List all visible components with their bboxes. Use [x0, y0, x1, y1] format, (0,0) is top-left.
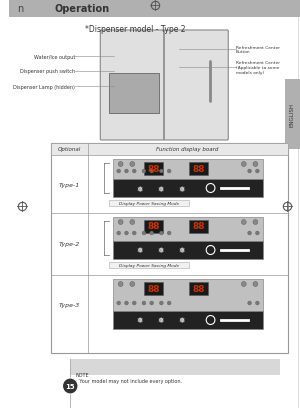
Circle shape [142, 170, 146, 173]
Circle shape [159, 231, 163, 235]
Circle shape [248, 231, 251, 235]
Text: ❅: ❅ [137, 184, 143, 193]
Circle shape [255, 231, 259, 235]
Text: Operation: Operation [54, 4, 110, 14]
FancyBboxPatch shape [100, 31, 228, 141]
Text: 15: 15 [65, 383, 75, 389]
Bar [286, 80, 300, 150]
Circle shape [118, 220, 123, 225]
Circle shape [130, 220, 135, 225]
Bar [113, 159, 263, 180]
Circle shape [248, 301, 251, 305]
Text: Type-2: Type-2 [59, 242, 80, 247]
Circle shape [130, 282, 135, 287]
Circle shape [117, 301, 121, 305]
Bar [70, 359, 280, 375]
Circle shape [117, 170, 121, 173]
Circle shape [159, 170, 163, 173]
Text: Display Power Saving Mode: Display Power Saving Mode [118, 263, 179, 267]
Text: ❅: ❅ [137, 246, 143, 255]
Circle shape [248, 170, 251, 173]
Bar [109, 74, 159, 114]
Bar [51, 144, 288, 156]
Text: NOTE
• Your model may not include every option.: NOTE • Your model may not include every … [75, 372, 182, 383]
Text: *Dispenser model - Type 2: *Dispenser model - Type 2 [85, 25, 185, 34]
Circle shape [253, 162, 258, 167]
Circle shape [167, 301, 171, 305]
Circle shape [62, 378, 78, 394]
Bar [144, 163, 163, 176]
Text: Refreshment Center
(Applicable to some
models only): Refreshment Center (Applicable to some m… [236, 61, 280, 74]
Text: ❅: ❅ [158, 184, 164, 193]
Text: Refreshment Center
Button: Refreshment Center Button [236, 45, 280, 54]
Bar [113, 311, 263, 329]
Circle shape [167, 170, 171, 173]
Circle shape [159, 301, 163, 305]
Circle shape [124, 231, 128, 235]
Circle shape [150, 301, 154, 305]
Circle shape [130, 162, 135, 167]
Text: 88: 88 [192, 222, 205, 231]
Text: 88: 88 [147, 284, 160, 293]
Circle shape [150, 170, 154, 173]
Circle shape [150, 231, 154, 235]
Circle shape [142, 301, 146, 305]
Text: Display Power Saving Mode: Display Power Saving Mode [118, 202, 179, 206]
Text: ❅: ❅ [179, 246, 185, 255]
Circle shape [242, 282, 246, 287]
Bar [189, 221, 208, 233]
Text: Dispenser Lamp (hidden): Dispenser Lamp (hidden) [13, 84, 75, 89]
Text: 88: 88 [192, 164, 205, 173]
Text: ❅: ❅ [179, 316, 185, 325]
Text: 88: 88 [147, 164, 160, 173]
Circle shape [132, 170, 136, 173]
Circle shape [255, 170, 259, 173]
Text: 88: 88 [147, 222, 160, 231]
Text: Type-3: Type-3 [59, 302, 80, 307]
Text: Water/Ice output: Water/Ice output [34, 55, 75, 59]
Bar [113, 279, 263, 311]
Text: ❅: ❅ [158, 246, 164, 255]
Text: ❅: ❅ [137, 316, 143, 325]
Text: Optional: Optional [58, 147, 81, 152]
Text: ❅: ❅ [179, 184, 185, 193]
Circle shape [117, 231, 121, 235]
Text: Type-1: Type-1 [59, 182, 80, 187]
Circle shape [118, 282, 123, 287]
Bar [144, 282, 163, 295]
Circle shape [253, 282, 258, 287]
Circle shape [242, 162, 246, 167]
Bar [189, 282, 208, 295]
Circle shape [242, 220, 246, 225]
Bar [109, 262, 188, 268]
Bar [113, 242, 263, 259]
Circle shape [167, 231, 171, 235]
Bar [9, 0, 300, 18]
Circle shape [142, 231, 146, 235]
Bar [109, 201, 188, 206]
Circle shape [132, 301, 136, 305]
Text: ENGLISH: ENGLISH [290, 103, 295, 127]
Circle shape [118, 162, 123, 167]
Circle shape [253, 220, 258, 225]
Circle shape [132, 231, 136, 235]
Text: 88: 88 [192, 284, 205, 293]
Text: ❅: ❅ [158, 316, 164, 325]
Text: Dispenser push switch: Dispenser push switch [20, 69, 75, 74]
Bar [51, 144, 288, 353]
Text: n: n [17, 4, 23, 14]
Circle shape [124, 170, 128, 173]
Circle shape [255, 301, 259, 305]
Circle shape [124, 301, 128, 305]
Bar [113, 180, 263, 197]
Bar [144, 221, 163, 233]
Bar [113, 218, 263, 242]
Bar [189, 163, 208, 176]
Text: Function display board: Function display board [156, 147, 219, 152]
